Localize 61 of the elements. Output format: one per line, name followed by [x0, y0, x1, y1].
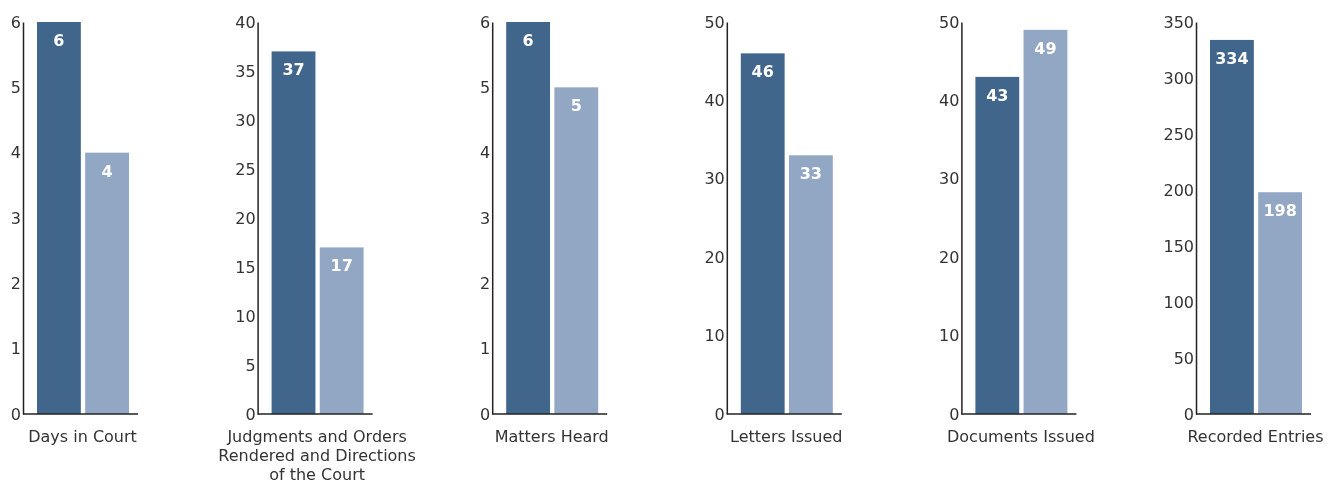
y-tick-label: 20	[704, 247, 725, 267]
y-tick-label: 200	[1163, 180, 1194, 200]
y-tick-label: 250	[1163, 124, 1194, 144]
x-axis-title: Recorded Entries	[1187, 427, 1324, 446]
y-tick-label: 0	[245, 404, 256, 424]
y-tick-label: 10	[939, 326, 960, 346]
data-label: 334	[1215, 48, 1249, 68]
y-tick-label: 15	[235, 257, 256, 277]
y-tick-label: 50	[704, 12, 725, 32]
y-tick-label: 0	[714, 404, 725, 424]
data-label: 46	[751, 62, 774, 82]
data-label: 33	[799, 164, 823, 184]
data-label: 5	[570, 96, 582, 116]
x-axis-title: Days in Court	[28, 427, 137, 446]
y-tick-label: 0	[1183, 404, 1194, 424]
y-tick-label: 25	[235, 159, 256, 179]
y-tick-label: 10	[235, 306, 256, 326]
x-axis-title: Matters Heard	[494, 427, 609, 446]
y-tick-label: 5	[10, 77, 21, 97]
y-tick-label: 150	[1163, 236, 1194, 256]
y-tick-label: 3	[480, 208, 491, 228]
y-tick-label: 35	[235, 61, 256, 81]
y-tick-label: 4	[10, 143, 21, 163]
y-tick-label: 40	[939, 91, 960, 111]
y-tick-label: 100	[1163, 292, 1194, 312]
data-label: 43	[986, 85, 1009, 105]
y-tick-label: 6	[480, 12, 491, 32]
y-tick-label: 40	[235, 12, 256, 32]
y-tick-label: 5	[245, 355, 256, 375]
data-label: 6	[53, 31, 65, 50]
y-tick-label: 20	[235, 208, 256, 228]
y-tick-label: 3	[10, 208, 21, 228]
data-label: 49	[1034, 38, 1057, 58]
y-tick-label: 2	[10, 273, 21, 293]
y-tick-label: 1	[480, 339, 491, 359]
data-label: 6	[522, 31, 534, 50]
x-axis-title: Judgments and Orders Rendered and Directions of the Court	[218, 427, 416, 485]
y-tick-label: 5	[480, 77, 491, 97]
y-tick-label: 30	[235, 110, 256, 130]
data-label: 37	[282, 60, 305, 80]
x-axis-title: Letters Issued	[730, 427, 843, 446]
y-tick-label: 40	[704, 91, 725, 111]
y-tick-label: 30	[939, 169, 960, 189]
y-tick-label: 6	[10, 12, 21, 32]
y-tick-label: 0	[480, 404, 491, 424]
x-axis-title: Documents Issued	[946, 427, 1095, 446]
y-tick-label: 1	[10, 339, 21, 359]
y-tick-label: 50	[939, 12, 960, 32]
y-tick-label: 10	[704, 326, 725, 346]
y-tick-label: 0	[10, 404, 21, 424]
y-tick-label: 2	[480, 273, 491, 293]
y-tick-label: 350	[1163, 12, 1194, 32]
data-label: 17	[330, 256, 353, 276]
y-tick-label: 50	[1173, 348, 1194, 368]
data-label: 4	[101, 161, 113, 181]
y-tick-label: 20	[939, 247, 960, 267]
y-tick-label: 30	[704, 169, 725, 189]
data-label: 198	[1263, 201, 1297, 221]
y-tick-label: 4	[480, 143, 491, 163]
y-tick-label: 300	[1163, 68, 1194, 88]
y-tick-label: 0	[949, 404, 960, 424]
